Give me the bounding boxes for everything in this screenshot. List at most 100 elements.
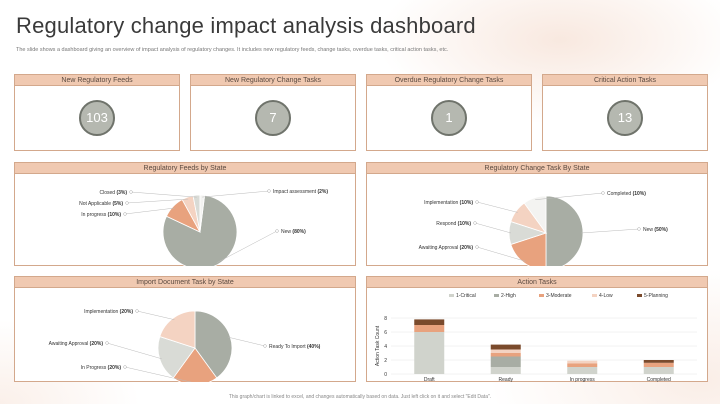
pie-leader-line	[580, 228, 640, 234]
pie-label-implementation: Implementation (10%)	[424, 200, 473, 206]
legend-label-4-low: 4-Low	[599, 293, 613, 299]
pie-leader-dot	[475, 200, 479, 204]
x-tick-label: Draft	[424, 377, 435, 382]
x-tick-label: Ready	[499, 377, 514, 382]
chart-title: Action Tasks	[367, 277, 707, 288]
kpi-label: New Regulatory Feeds	[15, 75, 179, 86]
change-task-pie-chart: New (50%) Awaiting Approval (20%) Respond …	[419, 191, 668, 271]
pie-label-completed: Completed (10%)	[607, 191, 646, 197]
bar-segment-ready-3-moderate	[490, 353, 521, 357]
pie-label-implementation: Implementation (20%)	[84, 309, 133, 315]
y-tick-label: 0	[384, 372, 387, 378]
x-tick-label: In progress	[570, 377, 596, 382]
pie-leader-line	[474, 222, 512, 234]
pie-label-ready-to-import: Ready To Import (40%)	[269, 344, 321, 350]
pie-leader-line	[535, 192, 604, 200]
legend-label-1-critical: 1-Critical	[456, 293, 476, 299]
pie-label-in-progress: In progress (10%)	[81, 212, 121, 218]
chart-panel-feeds-by-state: Regulatory Feeds by State New (80%) In pr…	[14, 162, 356, 270]
bar-segment-draft-5-planning	[414, 319, 445, 325]
pie-slice-implementation	[159, 310, 196, 349]
kpi-panel-overdue-tasks: Overdue Regulatory Change Tasks 1	[366, 74, 532, 151]
pie-leader-dot	[475, 245, 479, 249]
pie-leader-dot	[129, 190, 133, 194]
chart-title: Regulatory Change Task By State	[367, 163, 707, 174]
pie-leader-dot	[267, 189, 271, 193]
pie-leader-dot	[275, 229, 279, 233]
pie-leader-line	[136, 310, 175, 320]
y-tick-label: 4	[384, 344, 387, 350]
pie-leader-dot	[263, 344, 267, 348]
kpi-panel-new-feeds: New Regulatory Feeds 103	[14, 74, 180, 151]
pie-leader-line	[476, 246, 526, 262]
bar-segment-ready-1-critical	[490, 367, 521, 374]
legend-swatch-4-low	[592, 294, 597, 297]
legend-swatch-1-critical	[449, 294, 454, 297]
kpi-label: Critical Action Tasks	[543, 75, 707, 86]
pie-label-closed: Closed (3%)	[99, 190, 127, 196]
pie-leader-line	[130, 191, 197, 198]
pie-leader-line	[202, 190, 270, 198]
bar-segment-in-progress-3-moderate	[567, 363, 598, 367]
kpi-label: New Regulatory Change Tasks	[191, 75, 355, 86]
y-axis-label: Action Task Count	[375, 325, 381, 366]
action-tasks-bar-chart: 1-Critical 2-High 3-Moderate 4-Low 5-Plannin…	[375, 293, 697, 383]
pie-slice-ready-to-import	[194, 310, 233, 379]
import-document-pie-chart: Ready To Import (40%) In Progress (20%) Aw…	[49, 309, 321, 386]
kpi-value: 13	[607, 100, 643, 136]
pie-leader-dot	[135, 309, 139, 313]
chart-panel-action-tasks: Action Tasks 1-Critical 2-High 3-Moderate 4…	[366, 276, 708, 383]
bar-segment-in-progress-4-low	[567, 360, 598, 364]
pie-leader-dot	[473, 221, 477, 225]
bar-segment-draft-1-critical	[414, 332, 445, 374]
bar-segment-in-progress-1-critical	[567, 367, 598, 374]
pie-leader-line	[216, 230, 278, 263]
kpi-panel-critical-tasks: Critical Action Tasks 13	[542, 74, 708, 151]
pie-leader-line	[228, 336, 266, 347]
legend-label-3-moderate: 3-Moderate	[546, 293, 572, 299]
pie-label-new: New (80%)	[281, 229, 306, 235]
chart-title: Import Document Task by State	[15, 277, 355, 288]
chart-panel-change-task-by-state: Regulatory Change Task By State New (50%…	[366, 162, 708, 271]
kpi-value: 103	[79, 100, 115, 136]
kpi-value: 7	[255, 100, 291, 136]
pie-label-in-progress: In Progress (20%)	[81, 365, 122, 371]
legend-swatch-2-high	[494, 294, 499, 297]
chart-title: Regulatory Feeds by State	[15, 163, 355, 174]
bar-segment-completed-5-planning	[643, 360, 674, 363]
bar-segment-draft-3-moderate	[414, 325, 445, 332]
pie-slice-awaiting-approval	[157, 336, 196, 379]
pie-leader-line	[124, 207, 175, 215]
y-tick-label: 6	[384, 330, 387, 336]
page-subtitle: The slide shows a dashboard giving an ov…	[16, 47, 449, 53]
bar-segment-completed-1-critical	[643, 367, 674, 374]
pie-leader-dot	[105, 341, 109, 345]
pie-leader-line	[126, 198, 189, 204]
pie-leader-dot	[125, 201, 129, 205]
pie-label-not-applicable: Not Applicable (5%)	[79, 201, 123, 207]
pie-slice-completed	[523, 195, 547, 235]
legend-swatch-5-planning	[637, 294, 642, 297]
pie-label-awaiting-approval: Awaiting Approval (20%)	[419, 245, 474, 251]
y-tick-label: 2	[384, 358, 387, 364]
pie-leader-line	[124, 366, 196, 384]
bar-segment-ready-5-planning	[490, 344, 521, 350]
bar-segment-ready-4-low	[490, 349, 521, 353]
legend-label-2-high: 2-High	[501, 293, 516, 299]
pie-label-new: New (50%)	[643, 227, 668, 233]
legend-label-5-planning: 5-Planning	[644, 293, 668, 299]
bar-segment-completed-3-moderate	[643, 362, 674, 367]
kpi-panel-new-change-tasks: New Regulatory Change Tasks 7	[190, 74, 356, 151]
feeds-pie-chart: New (80%) In progress (10%) Not Applicable…	[79, 189, 328, 270]
pie-label-respond: Respond (10%)	[436, 221, 471, 227]
pie-slice-impact-assessment	[199, 194, 206, 233]
bar-segment-ready-2-high	[490, 356, 521, 367]
kpi-label: Overdue Regulatory Change Tasks	[367, 75, 531, 86]
chart-panel-import-document: Import Document Task by State Ready To I…	[14, 276, 356, 386]
x-tick-label: Completed	[647, 377, 671, 382]
y-tick-label: 8	[384, 316, 387, 322]
page-title: Regulatory change impact analysis dashbo…	[16, 13, 476, 38]
pie-leader-dot	[123, 365, 127, 369]
pie-leader-dot	[601, 191, 605, 195]
pie-leader-dot	[123, 212, 127, 216]
